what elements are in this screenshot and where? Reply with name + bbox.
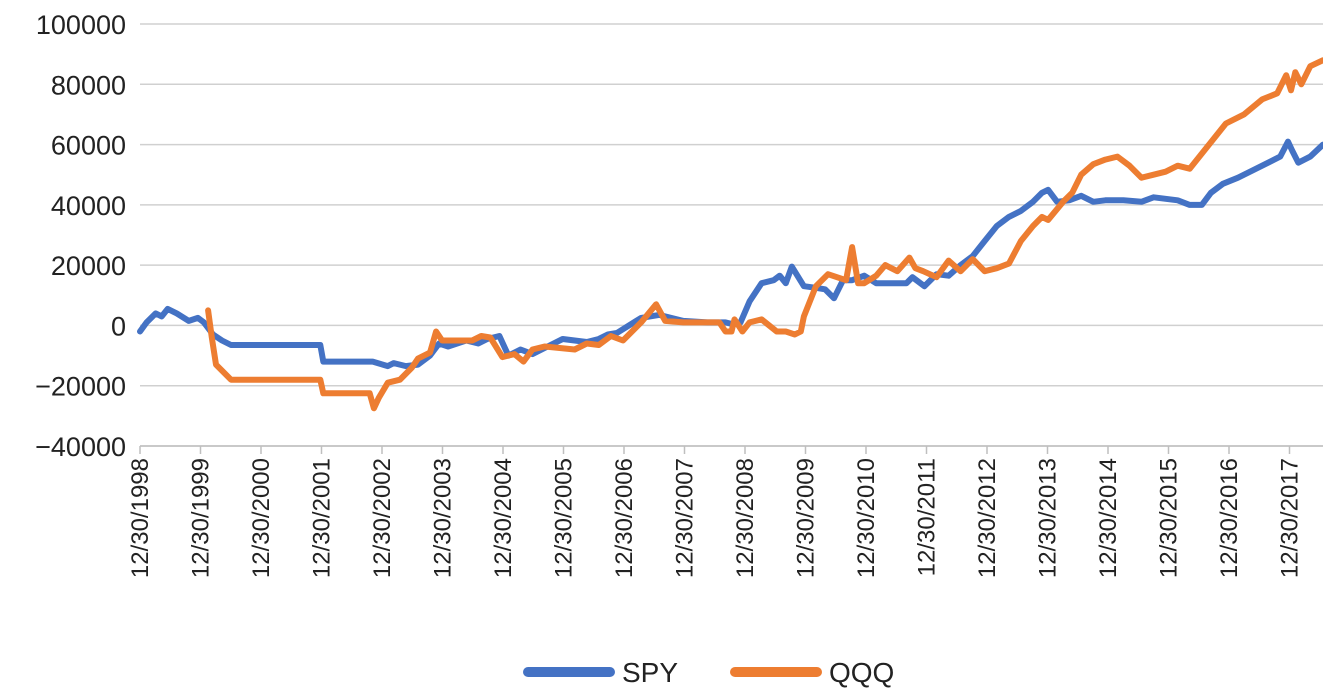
x-tick-label: 12/30/2003 (430, 458, 457, 578)
x-tick-label: 12/30/2005 (551, 458, 578, 578)
y-tick-label: 60000 (51, 131, 126, 161)
x-tick-label: 12/30/2017 (1277, 458, 1304, 578)
x-tick-label: 12/30/2009 (793, 458, 820, 578)
x-tick-label: 12/30/2012 (974, 458, 1001, 578)
x-tick-label: 12/30/2008 (732, 458, 759, 578)
y-tick-label: −40000 (35, 432, 126, 462)
legend-label-qqq: QQQ (829, 657, 894, 688)
x-tick-label: 12/30/2001 (309, 458, 336, 578)
x-tick-label: 12/30/1998 (127, 458, 154, 578)
y-axis-ticks: 100000 80000 60000 40000 20000 0 −20000 −40000 (35, 10, 126, 462)
series-line-qqq (205, 57, 1323, 412)
x-axis-ticks: 12/30/1998 12/30/1999 12/30/2000 12/30/2001… (127, 446, 1304, 578)
x-tick-label: 12/30/2016 (1216, 458, 1243, 578)
x-tick-label: 12/30/2002 (369, 458, 396, 578)
x-tick-label: 12/30/2011 (914, 458, 941, 576)
x-tick-label: 12/30/1999 (188, 458, 215, 578)
x-tick-label: 12/30/2004 (490, 458, 517, 578)
y-tick-label: 80000 (51, 70, 126, 100)
y-tick-label: −20000 (35, 372, 126, 402)
x-tick-label: 12/30/2014 (1095, 458, 1122, 578)
x-tick-label: 12/30/2000 (248, 458, 275, 578)
y-tick-label: 20000 (51, 251, 126, 281)
x-tick-label: 12/30/2015 (1156, 458, 1183, 578)
series-line-spy (137, 138, 1323, 370)
series-lines (137, 57, 1323, 412)
x-tick-label: 12/30/2007 (672, 458, 699, 578)
x-tick-label: 12/30/2013 (1035, 458, 1062, 578)
x-tick-label: 12/30/2010 (853, 458, 880, 578)
y-tick-label: 100000 (36, 10, 126, 40)
y-tick-label: 0 (111, 311, 126, 341)
legend-label-spy: SPY (622, 657, 678, 688)
x-tick-label: 12/30/2006 (611, 458, 638, 578)
y-tick-label: 40000 (51, 191, 126, 221)
legend: SPY QQQ (523, 657, 894, 688)
